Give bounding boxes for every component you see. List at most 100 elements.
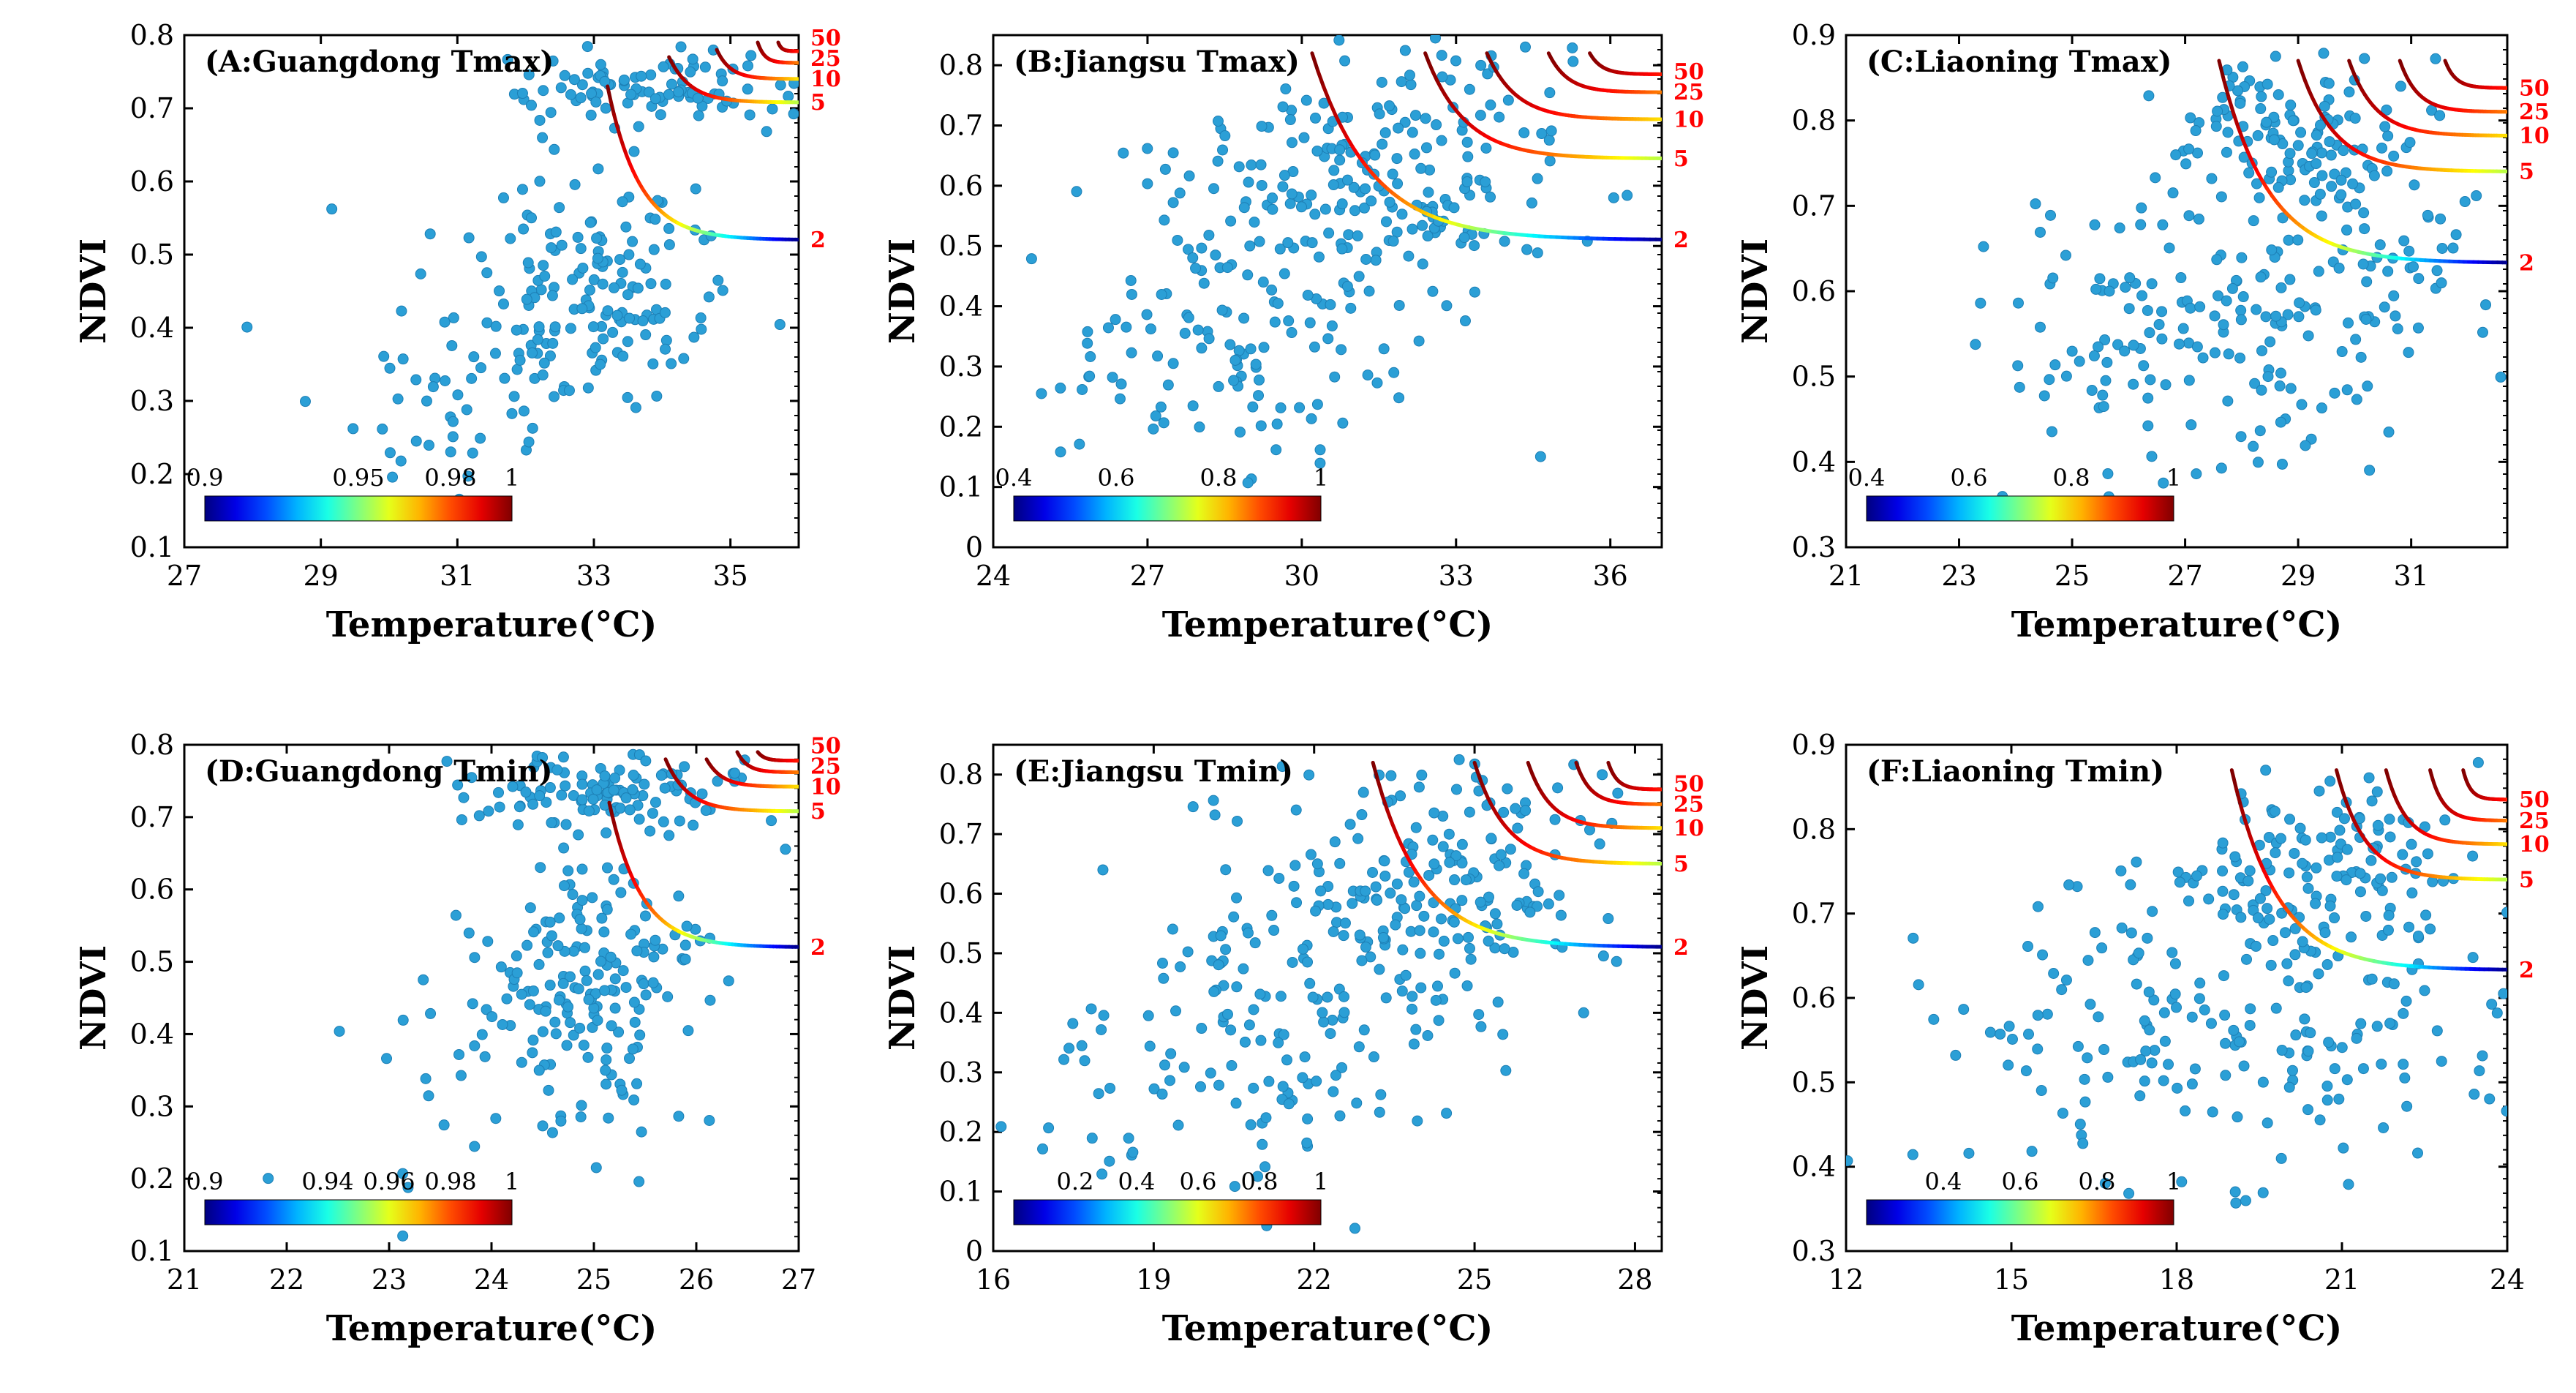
scatter-point — [2277, 212, 2289, 224]
scatter-point — [1336, 1062, 1348, 1073]
y-tick-label: 0.7 — [130, 801, 174, 833]
scatter-point — [1126, 347, 1137, 358]
scatter-point — [2300, 834, 2311, 846]
x-tick-label: 22 — [269, 1264, 304, 1296]
scatter-point — [603, 1112, 614, 1124]
scatter-point — [2102, 468, 2114, 480]
scatter-point — [2297, 857, 2308, 869]
x-tick-label: 28 — [1617, 1264, 1652, 1296]
scatter-point — [1115, 378, 1127, 390]
scatter-point — [624, 804, 636, 816]
scatter-point — [1231, 981, 1243, 993]
return-period-label: 2 — [1673, 228, 1689, 253]
scatter-point — [2136, 290, 2148, 301]
colorbar-tick-label: 1 — [2166, 1168, 2181, 1195]
scatter-point — [618, 74, 630, 86]
scatter-point — [1300, 94, 1312, 106]
scatter-point — [611, 309, 623, 321]
x-tick-label: 23 — [372, 1264, 407, 1296]
scatter-point — [780, 844, 791, 855]
scatter-point — [2430, 53, 2441, 64]
scatter-point — [614, 254, 626, 266]
scatter-point — [2263, 832, 2275, 844]
scatter-point — [584, 284, 595, 296]
scatter-point — [1336, 344, 1347, 356]
return-period-label: 25 — [810, 46, 841, 72]
scatter-point — [420, 1073, 432, 1084]
scatter-point — [2374, 239, 2386, 251]
colorbar-tick-label: 0.6 — [1180, 1168, 1217, 1195]
y-tick-label: 0.7 — [1792, 898, 1836, 930]
scatter-point — [2093, 1011, 2104, 1023]
scatter-point — [1172, 1119, 1184, 1131]
scatter-point — [1167, 358, 1179, 369]
scatter-point — [2302, 882, 2314, 894]
scatter-point — [2289, 847, 2300, 859]
scatter-point — [473, 810, 485, 822]
scatter-point — [447, 431, 459, 443]
scatter-point — [1341, 174, 1353, 186]
y-tick-label: 0.8 — [939, 759, 983, 791]
scatter-point — [1213, 959, 1224, 971]
scatter-point — [2158, 1007, 2170, 1018]
scatter-point — [516, 184, 528, 195]
scatter-point — [2194, 977, 2206, 989]
scatter-point — [2190, 125, 2202, 137]
scatter-point — [598, 926, 610, 938]
scatter-point — [1104, 1155, 1115, 1167]
scatter-point — [2321, 1094, 2333, 1106]
scatter-point — [568, 1029, 579, 1041]
scatter-point — [717, 285, 728, 296]
y-tick-label: 0.8 — [130, 729, 174, 761]
scatter-point — [556, 789, 568, 801]
scatter-point — [2329, 912, 2340, 924]
x-tick-label: 12 — [1829, 1264, 1864, 1296]
y-tick-label: 0.7 — [130, 92, 174, 124]
colorbar-tick-label: 0.9 — [187, 1168, 224, 1195]
scatter-point — [1254, 236, 1265, 247]
scatter-point — [583, 994, 595, 1005]
scatter-point — [2252, 457, 2264, 468]
scatter-point — [1427, 285, 1439, 297]
scatter-point — [2215, 191, 2227, 203]
scatter-point — [2300, 982, 2312, 994]
scatter-point — [1274, 243, 1286, 255]
scatter-point — [2388, 978, 2400, 990]
colorbar-tick-label: 0.4 — [995, 464, 1033, 492]
scatter-point — [533, 958, 545, 970]
scatter-point — [2301, 871, 2313, 883]
scatter-point — [2256, 384, 2267, 396]
scatter-point — [533, 1065, 545, 1076]
scatter-point — [695, 312, 707, 324]
scatter-point — [1304, 317, 1316, 328]
scatter-point — [1313, 251, 1325, 263]
scatter-point — [392, 393, 404, 405]
scatter-point — [563, 385, 575, 397]
scatter-point — [1958, 1004, 1970, 1015]
scatter-point — [1351, 1097, 1363, 1109]
scatter-point — [1219, 130, 1231, 142]
scatter-point — [2261, 903, 2273, 915]
x-tick-label: 24 — [474, 1264, 509, 1296]
scatter-point — [1384, 196, 1396, 208]
scatter-point — [2264, 336, 2276, 348]
scatter-point — [2218, 970, 2229, 982]
y-tick-label: 0.6 — [1792, 275, 1836, 307]
scatter-point — [2335, 174, 2347, 186]
scatter-point — [2079, 1073, 2090, 1085]
scatter-point — [2079, 1096, 2091, 1108]
scatter-point — [1156, 958, 1168, 969]
scatter-point — [2191, 341, 2203, 353]
scatter-series — [263, 748, 791, 1242]
scatter-point — [1182, 946, 1194, 958]
scatter-point — [2082, 955, 2094, 966]
scatter-point — [541, 797, 552, 808]
scatter-point — [2321, 1081, 2333, 1092]
scatter-point — [2026, 1146, 2038, 1157]
colorbar-tick-label: 0.8 — [2053, 464, 2090, 492]
scatter-point — [1025, 253, 1037, 265]
scatter-point — [1431, 980, 1443, 992]
scatter-point — [592, 163, 604, 175]
scatter-point — [458, 792, 470, 803]
scatter-point — [1244, 240, 1256, 252]
